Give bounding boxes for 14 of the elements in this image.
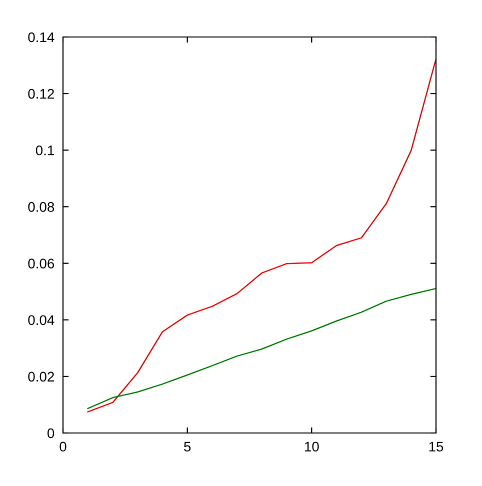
y-tick-label: 0.02 bbox=[28, 372, 54, 382]
y-tick-label: 0.14 bbox=[28, 32, 54, 42]
x-tick-label: 10 bbox=[305, 442, 319, 452]
y-tick-label: 0.12 bbox=[28, 88, 54, 99]
y-tick-label: 0.06 bbox=[28, 258, 54, 268]
x-tick-label: 0 bbox=[60, 442, 66, 452]
y-tick-label: 0.08 bbox=[28, 202, 54, 212]
line-series bbox=[87, 288, 436, 410]
y-tick-label: 0 bbox=[47, 428, 54, 438]
y-tick-label: 0.1 bbox=[36, 145, 54, 156]
x-tick-label: 5 bbox=[184, 442, 191, 452]
y-tick-label: 0.04 bbox=[28, 315, 54, 326]
x-tick-label: 15 bbox=[429, 442, 444, 452]
line-series bbox=[87, 58, 436, 412]
